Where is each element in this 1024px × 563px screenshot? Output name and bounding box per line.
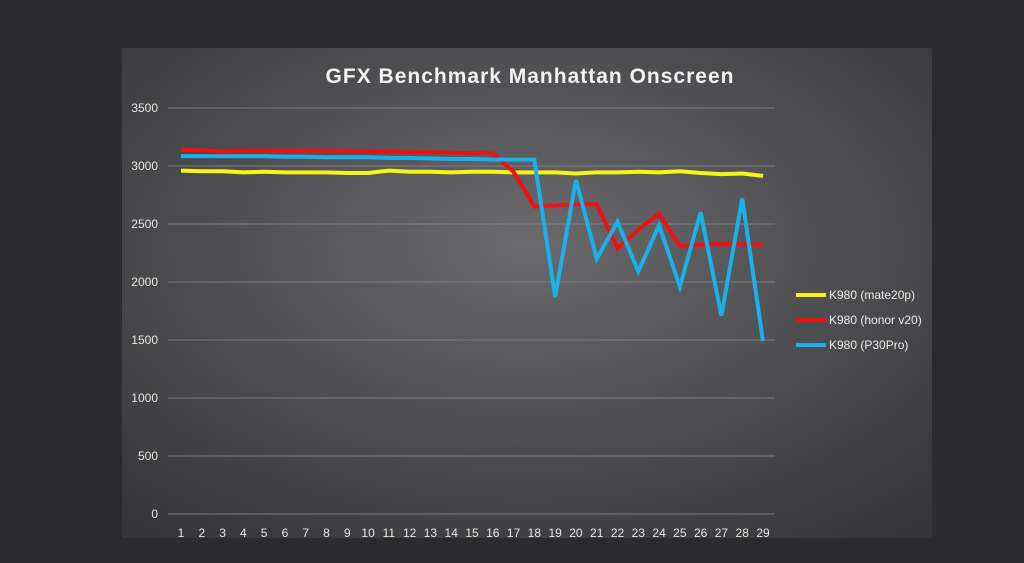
- x-tick-label: 1: [178, 526, 185, 540]
- series-line-2: [180, 147, 764, 252]
- y-tick-label: 2000: [131, 275, 158, 289]
- x-tick-label: 8: [323, 526, 330, 540]
- x-tick-label: 21: [590, 526, 604, 540]
- y-tick-label: 3000: [131, 159, 158, 173]
- y-tick-label: 3500: [131, 101, 158, 115]
- x-tick-label: 10: [361, 526, 375, 540]
- x-tick-label: 15: [465, 526, 479, 540]
- chart-title: GFX Benchmark Manhattan Onscreen: [326, 65, 735, 88]
- x-tick-label: 17: [507, 526, 521, 540]
- x-tick-label: 19: [548, 526, 562, 540]
- series-lines: [180, 147, 765, 342]
- x-tick-label: 29: [756, 526, 770, 540]
- x-axis-ticks: 1 2 3 4 5 6 7 8 9 10 11 12 13 14 15 16 17 18 19 20 21 22 23 24 2…: [178, 526, 770, 540]
- y-tick-label: 500: [138, 449, 158, 463]
- x-tick-label: 6: [282, 526, 289, 540]
- legend-item: K980 (honor v20): [796, 313, 922, 327]
- x-tick-label: 13: [424, 526, 438, 540]
- legend: K980 (mate20p) K980 (honor v20) K980 (P30P…: [796, 288, 922, 352]
- x-tick-label: 16: [486, 526, 500, 540]
- x-tick-label: 26: [694, 526, 708, 540]
- x-tick-label: 14: [445, 526, 459, 540]
- x-tick-label: 7: [302, 526, 309, 540]
- x-tick-label: 22: [611, 526, 625, 540]
- gridlines: [168, 107, 775, 515]
- x-tick-label: 9: [344, 526, 351, 540]
- x-tick-label: 28: [736, 526, 750, 540]
- x-tick-label: 12: [403, 526, 417, 540]
- x-tick-label: 4: [240, 526, 247, 540]
- x-tick-label: 24: [652, 526, 666, 540]
- series-line-3: [181, 154, 765, 342]
- x-tick-label: 2: [198, 526, 205, 540]
- y-tick-label: 2500: [131, 217, 158, 231]
- x-tick-label: 5: [261, 526, 268, 540]
- legend-label: K980 (mate20p): [829, 288, 915, 302]
- y-tick-label: 1500: [131, 333, 158, 347]
- y-axis-ticks: 0 500 1000 1500 2000 2500 3000 3500: [131, 101, 158, 521]
- y-tick-label: 1000: [131, 391, 158, 405]
- x-tick-label: 11: [383, 526, 396, 540]
- x-tick-label: 23: [632, 526, 646, 540]
- x-tick-label: 18: [528, 526, 542, 540]
- x-tick-label: 25: [673, 526, 687, 540]
- legend-label: K980 (honor v20): [829, 313, 922, 327]
- x-tick-label: 20: [569, 526, 583, 540]
- series-line-1: [180, 168, 764, 178]
- y-tick-label: 0: [151, 507, 158, 521]
- x-tick-label: 3: [219, 526, 226, 540]
- legend-item: K980 (P30Pro): [796, 338, 908, 352]
- legend-label: K980 (P30Pro): [829, 338, 908, 352]
- legend-item: K980 (mate20p): [796, 288, 915, 302]
- x-tick-label: 27: [715, 526, 729, 540]
